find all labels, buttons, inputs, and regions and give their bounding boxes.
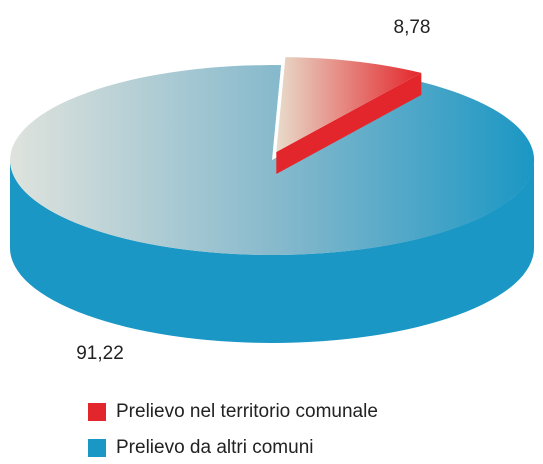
legend-swatch	[88, 439, 106, 457]
legend-label: Prelievo da altri comuni	[116, 437, 313, 458]
slice-side	[10, 160, 534, 343]
slice-face	[276, 72, 422, 174]
value-label: 91,22	[76, 343, 124, 364]
value-label: 8,78	[394, 17, 431, 38]
legend-swatch	[88, 403, 106, 421]
slice	[10, 65, 535, 256]
legend-label: Prelievo nel territorio comunale	[116, 401, 378, 422]
slice	[276, 57, 422, 152]
